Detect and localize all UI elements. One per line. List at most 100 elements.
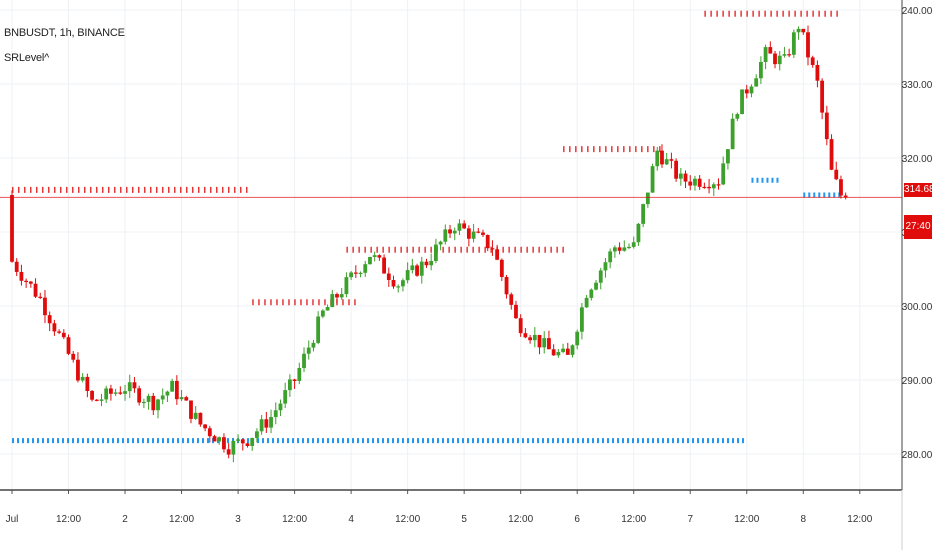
candle-down [198,412,203,425]
candle-down [716,184,721,186]
candle-up [650,166,655,193]
candle-up [740,89,744,115]
candle-up [678,173,683,179]
candle-down [787,54,792,56]
candle-up [278,403,283,411]
candle-down [528,337,532,341]
candle-down [10,195,14,262]
x-tick-label: 12:00 [847,514,872,525]
candle-up [612,247,617,252]
x-tick-label: 12:00 [56,514,81,525]
candle-down [768,47,773,54]
candle-up [349,272,354,278]
candle-down [839,179,843,196]
y-tick-label: 290.00 [902,376,932,387]
candle-down [415,265,419,276]
candle-down [203,424,208,429]
candle-up [250,437,255,446]
candle-up [570,345,575,355]
candle-up [141,401,146,404]
candle-down [660,150,664,165]
candle-down [226,449,231,455]
candle-down [85,376,90,392]
x-tick-label: 2 [122,514,128,525]
candle-up [721,163,726,185]
candle-down [14,261,19,272]
candle-up [368,256,372,265]
candle-down [509,294,514,305]
candle-down [71,353,76,360]
candle-down [490,248,495,250]
candle-up [283,390,288,404]
candle-down [264,419,269,428]
candle-up [730,118,735,150]
x-tick-label: 12:00 [621,514,646,525]
candle-down [57,331,61,333]
candle-up [645,192,650,205]
candle-up [320,310,325,317]
indicator-legend[interactable]: SRLevel^ [4,52,50,64]
candle-up [311,342,316,348]
candle-down [744,89,749,94]
x-tick-label: 5 [461,514,467,525]
candle-up [429,260,434,266]
candle-up [287,379,292,391]
x-tick-label: 12:00 [734,514,759,525]
candle-up [99,399,104,401]
x-tick-label: 12:00 [395,514,420,525]
candle-down [377,255,382,258]
candle-down [462,223,467,229]
candle-up [763,47,768,62]
candle-down [109,388,113,394]
candle-down [514,304,518,319]
candle-down [28,281,33,284]
candle-down [466,228,471,239]
candle-up [325,307,330,311]
candle-up [636,223,641,243]
candle-down [697,178,702,187]
candle-down [33,283,38,297]
candle-down [504,277,509,295]
candle-up [749,86,754,94]
candle-up [711,184,716,189]
candle-up [457,223,462,231]
candle-down [19,271,24,281]
candle-down [386,273,391,281]
candle-down [834,169,839,180]
candle-up [156,399,160,411]
candle-down [617,247,622,251]
candle-up [580,307,584,332]
candle-down [481,232,485,235]
candle-up [782,54,787,56]
candle-up [316,316,321,343]
candle-up [104,388,109,400]
x-tick-label: 12:00 [282,514,307,525]
candle-down [222,437,226,450]
candle-up [259,419,264,432]
candle-up [575,331,580,346]
candle-up [608,251,613,263]
candle-down [132,382,137,389]
candle-down [137,388,142,403]
candle-down [353,272,358,274]
candle-down [806,32,810,58]
candle-up [306,347,311,354]
candle-up [302,353,306,369]
candle-down [174,380,179,400]
candle-up [127,382,132,392]
candle-up [358,272,363,274]
candle-down [90,391,94,400]
candle-up [631,242,636,247]
candle-up [777,55,782,65]
y-tick-label: 300.00 [902,302,932,313]
symbol-legend[interactable]: BNBUSDT, 1h, BINANCE [4,27,125,39]
candle-down [52,323,57,332]
x-tick-label: 6 [574,514,580,525]
candle-up [796,28,801,33]
candle-down [523,333,528,338]
candle-up [791,32,796,55]
candle-up [170,380,175,392]
candle-down [47,315,52,324]
